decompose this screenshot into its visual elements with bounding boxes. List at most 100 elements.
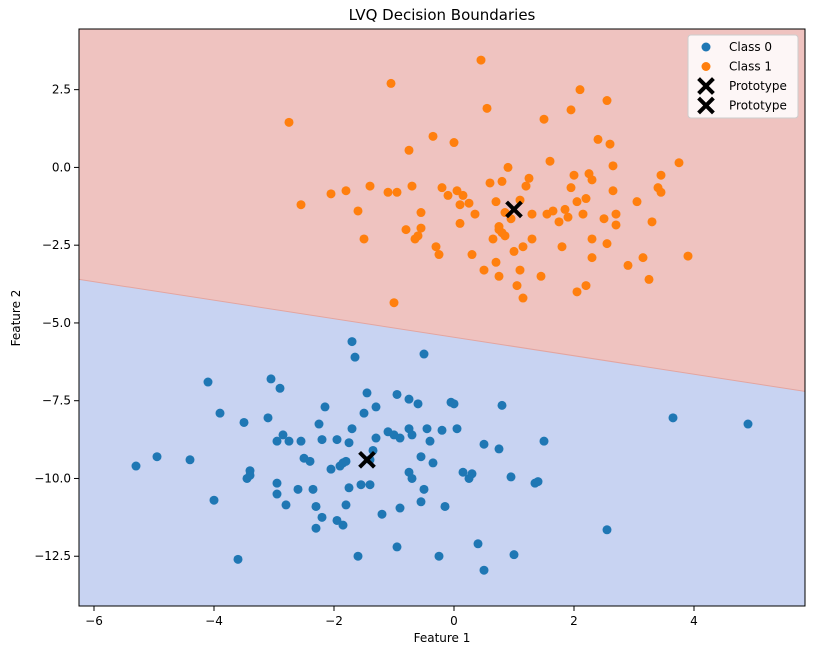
class-0-point	[317, 512, 327, 522]
class-0-point	[278, 430, 288, 440]
class-1-point	[416, 208, 426, 218]
class-1-point	[632, 197, 642, 207]
class-0-point	[365, 480, 375, 490]
class-0-point	[338, 520, 348, 530]
prototype-marker	[505, 200, 523, 219]
class-1-point	[383, 187, 393, 197]
class-0-point	[509, 550, 519, 560]
y-tick-label: −2.5	[42, 238, 71, 252]
class-1-point	[539, 114, 549, 124]
class-1-point	[566, 183, 576, 193]
class-1-point	[476, 55, 486, 65]
class-0-point	[272, 489, 282, 499]
class-1-point	[500, 231, 510, 241]
class-1-point	[545, 156, 555, 166]
class-0-point	[506, 472, 516, 482]
class-1-point	[602, 96, 612, 106]
y-axis-label: Feature 2	[9, 290, 23, 347]
class-1-point	[449, 138, 459, 148]
class-0-point	[458, 467, 468, 477]
prototype-stroke	[697, 77, 715, 95]
class-0-point	[347, 337, 357, 347]
class-1-point	[599, 214, 609, 224]
class-0-point	[479, 439, 489, 449]
class-1-point	[494, 271, 504, 281]
class-1-point	[389, 298, 399, 308]
class-1-point	[608, 186, 618, 196]
class-1-point	[527, 234, 537, 244]
class-0-point	[359, 408, 369, 418]
class-1-point	[428, 131, 438, 141]
class-1-point	[524, 173, 534, 183]
y-tick-label: −12.5	[34, 549, 71, 563]
class-1-point	[578, 209, 588, 219]
class-0-point	[293, 484, 303, 494]
class-0-point	[353, 551, 363, 561]
class-0-point	[317, 435, 327, 445]
prototype-stroke	[697, 96, 715, 115]
class-0-point	[395, 433, 405, 443]
class-0-point	[425, 436, 435, 446]
class-1-point	[560, 204, 570, 214]
class-1-point	[515, 265, 525, 275]
y-tick-label: −5.0	[42, 316, 71, 330]
class-1-point	[656, 187, 666, 197]
class-0-point	[275, 383, 285, 393]
class-0-point	[407, 473, 417, 483]
class-1-point	[587, 175, 597, 185]
y-axis-ticks: 2.5 0.0 −2.5 −5.0 −7.5 −10.0 −12.5	[34, 83, 79, 563]
class-0-point	[452, 424, 462, 434]
class-1-point	[431, 242, 441, 252]
class-1-point	[470, 209, 480, 219]
class-0-point	[473, 539, 483, 549]
class-1-point	[341, 186, 351, 196]
class-0-point	[272, 436, 282, 446]
class-1-point	[536, 271, 546, 281]
class-1-point	[593, 134, 603, 144]
class-0-point	[404, 394, 414, 404]
legend-label: Prototype	[729, 99, 787, 113]
class-0-point	[266, 374, 276, 384]
class-0-point	[263, 413, 273, 423]
class-1-point	[491, 197, 501, 207]
class-0-point	[350, 352, 360, 362]
class-1-point	[557, 242, 567, 252]
class-1-point	[401, 225, 411, 235]
class-1-point	[503, 162, 513, 172]
class-0-point	[344, 483, 354, 493]
class-0-point	[419, 349, 429, 359]
legend-label: Class 1	[729, 60, 772, 74]
class-1-point	[491, 257, 501, 267]
class-1-point	[587, 234, 597, 244]
class-1-point	[437, 183, 447, 193]
class-0-point	[209, 495, 219, 505]
class-0-point	[368, 445, 378, 455]
class-0-point	[419, 484, 429, 494]
class-0-point	[449, 399, 459, 409]
class-1-point	[527, 209, 537, 219]
class-1-point	[602, 239, 612, 249]
class-0-point	[314, 419, 324, 429]
class-1-point	[485, 178, 495, 188]
class-0-point	[233, 554, 243, 564]
decision-boundary-line	[79, 278, 805, 392]
class-1-point	[638, 253, 648, 263]
class-1-point	[482, 103, 492, 113]
class-1-point	[656, 170, 666, 180]
x-tick-label: −6	[85, 614, 103, 628]
prototype-stroke	[505, 200, 523, 219]
legend-box	[687, 34, 799, 119]
class-1-point	[518, 293, 528, 303]
class-1-point	[386, 78, 396, 88]
region-class-0	[79, 279, 805, 606]
class-1-point	[623, 260, 633, 270]
class-1-point	[608, 161, 618, 171]
class-0-point	[152, 452, 162, 462]
class-1-point	[575, 85, 585, 95]
y-tick-label: 2.5	[52, 83, 71, 97]
class-1-point	[554, 217, 564, 227]
x-axis-ticks: −6 −4 −2 0 2 4	[85, 606, 698, 628]
class-0-point	[434, 551, 444, 561]
prototype-stroke	[358, 450, 376, 469]
y-tick-label: 0.0	[52, 160, 71, 174]
